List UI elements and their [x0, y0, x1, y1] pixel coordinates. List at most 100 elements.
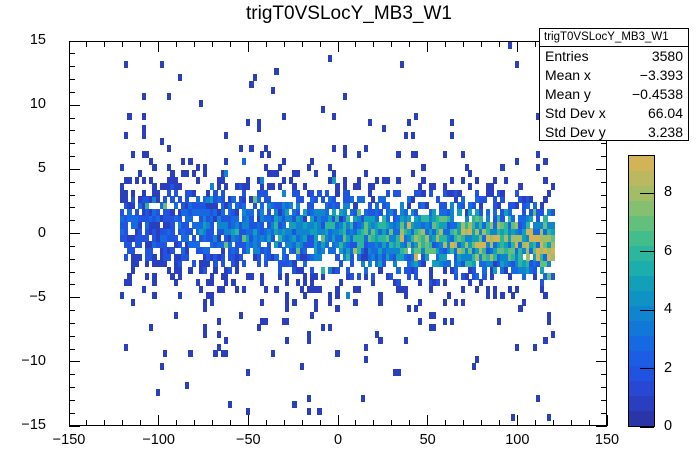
heatmap-cell — [478, 247, 484, 255]
heatmap-cell — [486, 260, 491, 268]
heatmap-cell — [435, 240, 440, 248]
heatmap-cell — [482, 273, 487, 281]
heatmap-cell — [471, 221, 476, 229]
heatmap-cell — [303, 215, 308, 223]
heatmap-cell — [410, 234, 415, 242]
heatmap-cell — [163, 350, 168, 358]
heatmap-cell — [159, 202, 164, 210]
heatmap-cell — [195, 196, 200, 204]
heatmap-cell — [152, 292, 157, 300]
y-axis-minor-tick — [69, 194, 75, 196]
heatmap-cell — [518, 305, 523, 313]
heatmap-cell — [130, 202, 136, 210]
heatmap-cell — [209, 292, 215, 300]
heatmap-cell — [443, 151, 448, 159]
heatmap-cell — [349, 273, 354, 281]
heatmap-cell — [267, 208, 272, 216]
heatmap-cell — [385, 189, 390, 197]
heatmap-cell — [468, 208, 473, 216]
heatmap-cell — [399, 228, 405, 236]
heatmap-cell — [242, 189, 247, 197]
heatmap-cell — [374, 202, 380, 210]
heatmap-cell — [543, 157, 548, 165]
heatmap-cell — [371, 253, 376, 261]
heatmap-cell — [525, 202, 530, 210]
heatmap-cell — [360, 221, 365, 229]
heatmap-cell — [328, 324, 333, 332]
heatmap-cell — [278, 273, 283, 281]
heatmap-cell — [450, 189, 455, 197]
heatmap-cell — [543, 234, 548, 242]
heatmap-cell — [313, 298, 319, 306]
heatmap-cell — [360, 215, 365, 223]
heatmap-cell — [342, 202, 347, 210]
heatmap-cell — [252, 196, 258, 204]
heatmap-cell — [371, 228, 376, 236]
heatmap-cell — [446, 189, 451, 197]
heatmap-cell — [163, 228, 168, 236]
heatmap-cell — [310, 189, 315, 197]
heatmap-cell — [209, 273, 215, 281]
heatmap-cell — [274, 67, 279, 75]
heatmap-cell — [217, 221, 222, 229]
heatmap-cell — [342, 176, 347, 184]
heatmap-cell — [127, 215, 132, 223]
x-axis-minor-tick — [391, 420, 393, 426]
heatmap-cell — [385, 221, 390, 229]
stats-row-key: Mean y — [545, 86, 591, 102]
heatmap-cell — [532, 234, 537, 242]
heatmap-cell — [457, 253, 462, 261]
x-axis-minor-tick — [552, 420, 554, 426]
heatmap-cell — [206, 221, 211, 229]
heatmap-cell — [220, 273, 225, 281]
heatmap-cell — [500, 240, 505, 248]
heatmap-cell — [410, 221, 415, 229]
heatmap-cell — [260, 247, 265, 255]
heatmap-cell — [130, 247, 136, 255]
heatmap-cell — [252, 202, 258, 210]
heatmap-cell — [356, 183, 362, 191]
heatmap-cell — [374, 208, 380, 216]
x-axis-minor-tick — [391, 41, 393, 47]
heatmap-cell — [339, 240, 344, 248]
heatmap-cell — [202, 305, 207, 313]
heatmap-cell — [227, 240, 232, 248]
heatmap-cell — [281, 253, 286, 261]
heatmap-cell — [231, 221, 236, 229]
heatmap-cell — [428, 324, 433, 332]
heatmap-cell — [443, 208, 448, 216]
heatmap-cell — [148, 196, 154, 204]
heatmap-cell — [331, 266, 336, 274]
heatmap-cell — [518, 228, 523, 236]
heatmap-cell — [231, 215, 236, 223]
heatmap-cell — [130, 221, 136, 229]
heatmap-cell — [184, 202, 189, 210]
heatmap-cell — [278, 234, 283, 242]
heatmap-cell — [346, 221, 351, 229]
heatmap-cell — [335, 202, 340, 210]
heatmap-cell — [428, 208, 433, 216]
heatmap-cell — [270, 215, 276, 223]
heatmap-cell — [389, 253, 394, 261]
heatmap-cell — [170, 273, 175, 281]
heatmap-cell — [317, 253, 322, 261]
heatmap-cell — [206, 208, 211, 216]
heatmap-cell — [199, 260, 204, 268]
heatmap-cell — [460, 247, 466, 255]
heatmap-cell — [468, 279, 473, 287]
heatmap-cell — [421, 163, 426, 171]
heatmap-cell — [177, 208, 182, 216]
color-scale-tick-label: 2 — [664, 359, 673, 376]
heatmap-cell — [152, 279, 157, 287]
heatmap-cells — [70, 42, 606, 425]
heatmap-cell — [364, 266, 369, 274]
x-axis-minor-tick — [229, 41, 231, 47]
heatmap-cell — [152, 163, 157, 171]
heatmap-cell — [414, 247, 419, 255]
heatmap-cell — [260, 221, 265, 229]
heatmap-cell — [453, 196, 458, 204]
heatmap-cell — [543, 215, 548, 223]
heatmap-cell — [170, 183, 175, 191]
heatmap-cell — [428, 279, 433, 287]
heatmap-cell — [374, 260, 380, 268]
